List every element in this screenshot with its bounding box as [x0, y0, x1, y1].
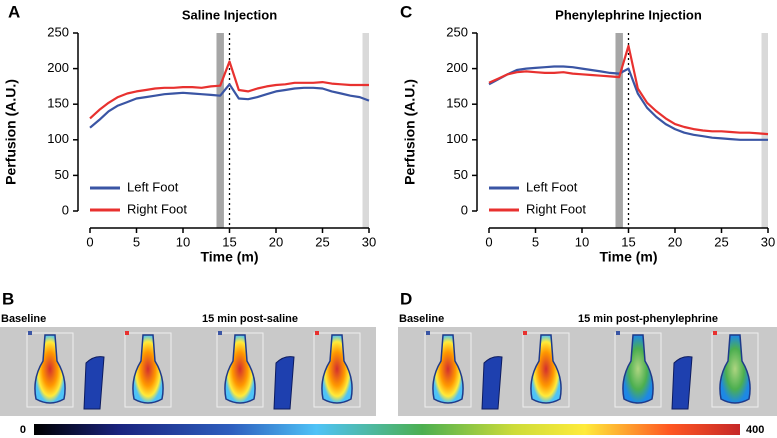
y-tick-label: 150	[446, 96, 468, 111]
x-tick-label: 0	[485, 234, 492, 249]
foot-image	[224, 334, 256, 404]
x-tick-label: 0	[86, 234, 93, 249]
y-tick-label: 100	[47, 131, 69, 146]
side-marker	[125, 331, 129, 335]
colorbar-tick-label: 400	[746, 424, 764, 436]
panel-label: C	[400, 2, 412, 21]
legend-label: Left Foot	[526, 179, 578, 194]
side-marker	[28, 331, 32, 335]
side-marker	[616, 331, 620, 335]
shaded-region	[615, 33, 623, 228]
x-tick-label: 10	[575, 234, 589, 249]
shaded-region	[216, 33, 224, 228]
side-marker	[426, 331, 430, 335]
data-line	[89, 60, 369, 120]
x-tick-label: 20	[668, 234, 682, 249]
foot-image	[432, 334, 464, 404]
colorbar-tick-label: 0	[20, 424, 26, 436]
roi-box	[711, 332, 759, 408]
y-axis-label: Perfusion (A.U.)	[3, 79, 19, 185]
panel-label: B	[2, 289, 14, 308]
legend-label: Right Foot	[127, 201, 187, 216]
y-tick-label: 200	[446, 60, 468, 75]
data-line	[89, 83, 370, 129]
x-tick-label: 5	[532, 234, 539, 249]
side-marker	[523, 331, 527, 335]
x-tick-label: 25	[714, 234, 728, 249]
x-tick-label: 25	[315, 234, 329, 249]
image-caption: Baseline	[1, 313, 46, 325]
roi-box	[522, 332, 570, 408]
y-tick-label: 50	[55, 167, 69, 182]
image-caption: 15 min post-saline	[202, 313, 298, 325]
x-tick-label: 15	[621, 234, 635, 249]
foot-image	[530, 334, 562, 404]
side-marker	[713, 331, 717, 335]
y-tick-label: 250	[446, 24, 468, 39]
roi-box	[313, 332, 361, 408]
chart-title: Phenylephrine Injection	[555, 7, 702, 22]
colorbar	[34, 424, 740, 435]
foot-image	[34, 334, 66, 404]
shaded-region	[362, 33, 369, 228]
roi-box	[124, 332, 172, 408]
data-line	[488, 44, 769, 136]
chart-title: Saline Injection	[182, 7, 277, 22]
y-tick-label: 0	[62, 202, 69, 217]
tail-image	[671, 356, 693, 410]
tail-image	[83, 356, 105, 410]
shaded-region	[761, 33, 768, 228]
legend-label: Right Foot	[526, 201, 586, 216]
y-tick-label: 200	[47, 60, 69, 75]
legend-label: Left Foot	[127, 179, 179, 194]
y-tick-label: 250	[47, 24, 69, 39]
y-tick-label: 150	[47, 96, 69, 111]
x-axis-label: Time (m)	[599, 249, 657, 265]
x-tick-label: 30	[362, 234, 376, 249]
image-background	[398, 327, 777, 416]
image-caption: 15 min post-phenylephrine	[578, 313, 718, 325]
foot-image	[719, 334, 751, 404]
image-caption: Baseline	[399, 313, 444, 325]
x-tick-label: 5	[133, 234, 140, 249]
y-tick-label: 100	[446, 131, 468, 146]
tail-image	[273, 356, 295, 410]
side-marker	[218, 331, 222, 335]
roi-box	[614, 332, 662, 408]
y-tick-label: 50	[454, 167, 468, 182]
foot-image	[622, 334, 654, 404]
panel-label: A	[8, 2, 20, 21]
x-axis-label: Time (m)	[200, 249, 258, 265]
tail-image	[481, 356, 503, 410]
foot-image	[132, 334, 164, 404]
roi-box	[216, 332, 264, 408]
panel-label: D	[400, 289, 412, 308]
x-tick-label: 30	[761, 234, 775, 249]
y-axis-label: Perfusion (A.U.)	[402, 79, 418, 185]
x-tick-label: 10	[176, 234, 190, 249]
y-tick-label: 0	[461, 202, 468, 217]
x-tick-label: 20	[269, 234, 283, 249]
x-tick-label: 15	[222, 234, 236, 249]
foot-image	[321, 334, 353, 404]
data-line	[488, 65, 768, 141]
side-marker	[315, 331, 319, 335]
roi-box	[424, 332, 472, 408]
roi-box	[26, 332, 74, 408]
